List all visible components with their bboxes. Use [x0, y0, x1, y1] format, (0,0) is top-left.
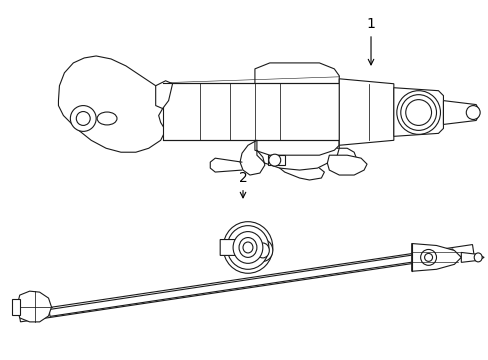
Polygon shape: [393, 88, 443, 136]
Circle shape: [268, 154, 280, 166]
Circle shape: [466, 105, 479, 120]
Circle shape: [70, 105, 96, 131]
Polygon shape: [155, 81, 172, 109]
Polygon shape: [59, 56, 168, 152]
Text: 2: 2: [238, 171, 247, 198]
Ellipse shape: [473, 253, 481, 262]
Ellipse shape: [97, 112, 117, 125]
Polygon shape: [326, 155, 366, 175]
Polygon shape: [339, 79, 393, 145]
Ellipse shape: [252, 239, 272, 261]
Polygon shape: [12, 299, 20, 315]
Polygon shape: [460, 252, 483, 262]
Ellipse shape: [223, 222, 272, 273]
Ellipse shape: [239, 238, 256, 257]
Ellipse shape: [256, 243, 269, 258]
Polygon shape: [49, 249, 453, 316]
Polygon shape: [267, 155, 284, 165]
Polygon shape: [411, 243, 460, 271]
Ellipse shape: [243, 242, 252, 253]
Polygon shape: [443, 100, 477, 125]
Polygon shape: [17, 291, 51, 322]
Ellipse shape: [396, 91, 440, 134]
Polygon shape: [19, 244, 473, 322]
Polygon shape: [163, 83, 339, 140]
Polygon shape: [220, 239, 240, 255]
Ellipse shape: [400, 95, 436, 130]
Text: 1: 1: [366, 17, 375, 65]
Circle shape: [420, 249, 436, 265]
Ellipse shape: [226, 226, 268, 269]
Ellipse shape: [233, 231, 263, 264]
